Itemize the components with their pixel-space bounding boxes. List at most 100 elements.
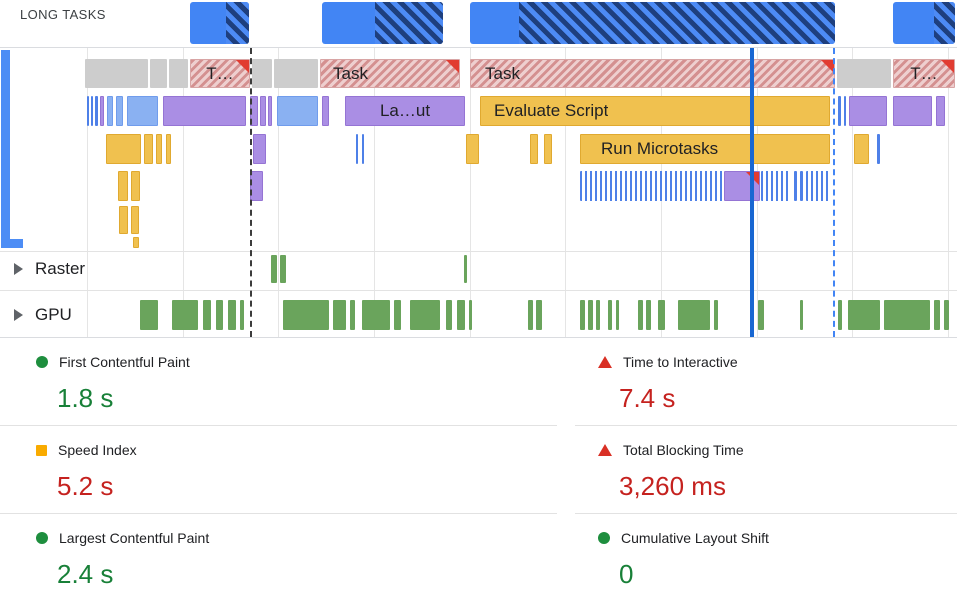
flame-bar-evaluate-script[interactable]: Evaluate Script [480,96,830,126]
gpu-activity-bar[interactable] [616,300,619,330]
gpu-activity-bar[interactable] [658,300,665,330]
flame-bar[interactable] [91,96,93,126]
flame-bar[interactable] [131,206,139,234]
flame-bar[interactable] [119,206,128,234]
flame-bar[interactable] [163,96,246,126]
flame-bar-task[interactable]: Task [470,59,835,88]
flame-bar-la-ut[interactable]: La…ut [345,96,465,126]
gpu-activity-bar[interactable] [838,300,842,330]
flame-bar[interactable] [144,134,153,164]
flame-bar-t[interactable]: T… [190,59,250,88]
raster-activity-bar[interactable] [271,255,277,283]
gpu-activity-bar[interactable] [944,300,949,330]
flame-bar-t[interactable]: T… [893,59,955,88]
metric-value: 0 [619,559,634,589]
flame-bar[interactable] [277,96,318,126]
gpu-activity-bar[interactable] [394,300,401,330]
long-task-bar[interactable] [470,2,835,44]
flame-bar[interactable] [936,96,945,126]
flame-bar[interactable] [260,96,266,126]
flame-bar[interactable] [356,134,358,164]
flame-bar[interactable] [131,171,140,201]
flame-bar[interactable] [107,96,113,126]
flame-bar[interactable] [118,171,128,201]
flame-bar[interactable] [800,171,803,201]
gpu-activity-bar[interactable] [457,300,465,330]
flame-bar[interactable] [116,96,123,126]
gpu-activity-bar[interactable] [848,300,880,330]
flame-bar[interactable] [761,171,790,201]
flame-bar[interactable] [362,134,364,164]
flame-bar[interactable] [274,59,318,88]
flame-bar[interactable] [166,134,171,164]
flame-bar[interactable] [544,134,552,164]
flame-bar-task[interactable]: Task [320,59,460,88]
raster-activity-bar[interactable] [280,255,286,283]
gpu-activity-bar[interactable] [446,300,452,330]
gpu-activity-bar[interactable] [203,300,211,330]
gpu-activity-bar[interactable] [283,300,329,330]
flame-bar[interactable] [169,59,188,88]
gpu-expand-arrow-icon[interactable] [14,309,23,321]
gpu-track-header[interactable]: GPU [0,298,72,332]
gpu-activity-bar[interactable] [362,300,390,330]
flame-bar[interactable] [268,96,272,126]
flame-bar[interactable] [253,134,266,164]
gpu-activity-bar[interactable] [678,300,710,330]
gpu-activity-bar[interactable] [228,300,236,330]
flame-bar[interactable] [252,59,272,88]
gpu-activity-bar[interactable] [528,300,533,330]
flame-bar[interactable] [322,96,329,126]
gpu-activity-bar[interactable] [934,300,940,330]
gpu-activity-bar[interactable] [714,300,718,330]
gpu-activity-bar[interactable] [596,300,600,330]
flame-bar[interactable] [85,59,148,88]
long-task-bar[interactable] [190,2,249,44]
flame-bar[interactable] [806,171,830,201]
gpu-activity-bar[interactable] [588,300,593,330]
flame-bar[interactable] [127,96,158,126]
flame-bar[interactable] [580,171,724,201]
gpu-activity-bar[interactable] [638,300,643,330]
flame-bar[interactable] [877,134,880,164]
flame-bar[interactable] [100,96,104,126]
flame-bar[interactable] [106,134,141,164]
gpu-activity-bar[interactable] [216,300,223,330]
flame-bar-run-microtasks[interactable]: Run Microtasks [580,134,830,164]
long-task-bar[interactable] [322,2,443,44]
gpu-activity-bar[interactable] [410,300,440,330]
flame-bar[interactable] [844,96,846,126]
gpu-activity-bar[interactable] [536,300,542,330]
gpu-activity-bar[interactable] [580,300,585,330]
gpu-activity-bar[interactable] [333,300,346,330]
gpu-activity-bar[interactable] [350,300,355,330]
flame-bar[interactable] [849,96,887,126]
raster-activity-bar[interactable] [464,255,467,283]
gpu-activity-bar[interactable] [646,300,651,330]
gpu-activity-bar[interactable] [608,300,612,330]
flame-bar[interactable] [838,96,841,126]
gpu-activity-bar[interactable] [469,300,472,330]
raster-expand-arrow-icon[interactable] [14,263,23,275]
flame-bar[interactable] [893,96,932,126]
flame-chart[interactable]: Raster GPU T… Task Task T… La…ut Evaluate Scr… [0,48,957,337]
gpu-activity-bar[interactable] [140,300,158,330]
flame-bar[interactable] [466,134,479,164]
gpu-activity-bar[interactable] [800,300,803,330]
flame-bar[interactable] [95,96,98,126]
flame-bar[interactable] [156,134,162,164]
flame-bar[interactable] [724,171,760,201]
flame-bar[interactable] [837,59,891,88]
flame-bar[interactable] [854,134,869,164]
gpu-activity-bar[interactable] [758,300,764,330]
gpu-activity-bar[interactable] [172,300,198,330]
flame-bar[interactable] [150,59,167,88]
flame-bar[interactable] [87,96,89,126]
raster-track-header[interactable]: Raster [0,253,85,285]
long-task-bar[interactable] [893,2,955,44]
flame-bar[interactable] [794,171,797,201]
gpu-activity-bar[interactable] [240,300,244,330]
flame-bar[interactable] [530,134,538,164]
flame-bar[interactable] [133,237,139,248]
gpu-activity-bar[interactable] [884,300,930,330]
